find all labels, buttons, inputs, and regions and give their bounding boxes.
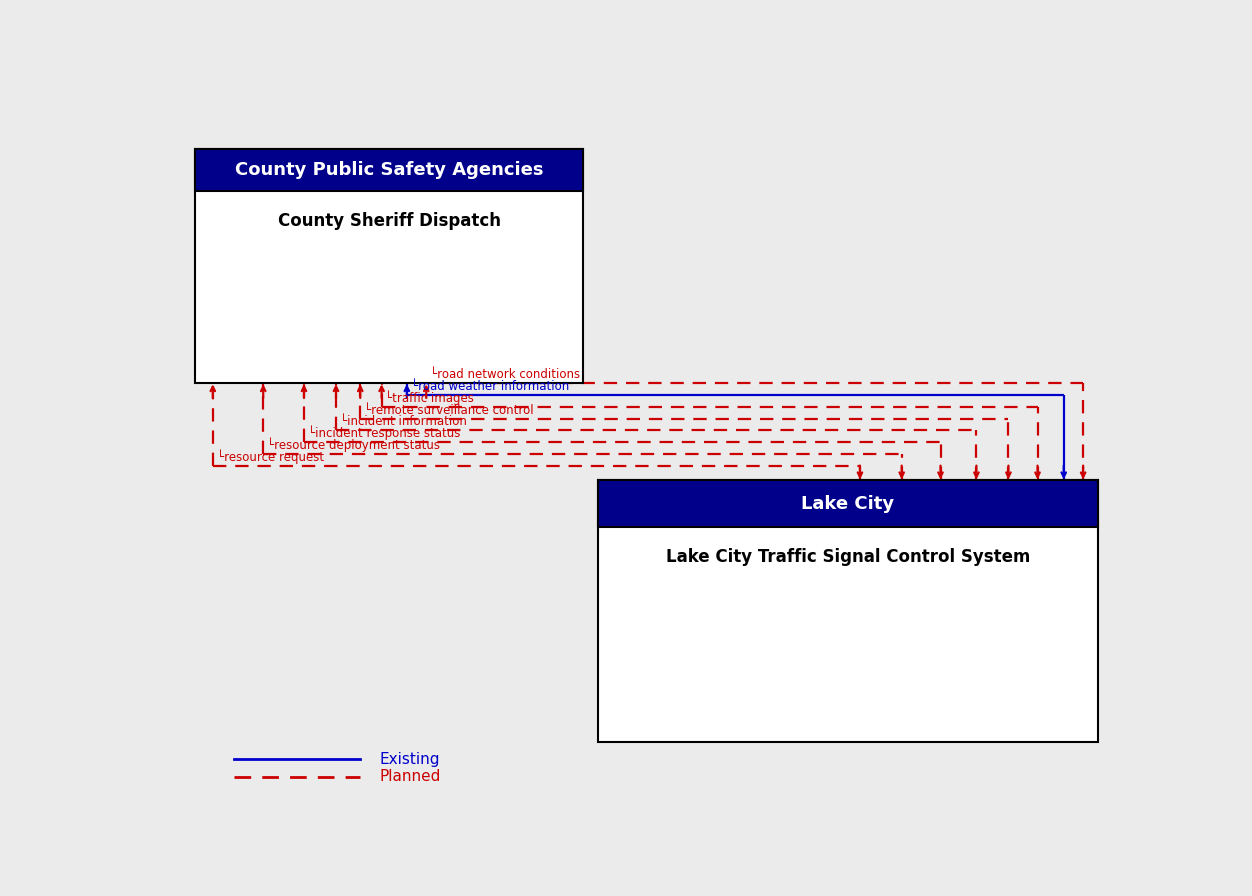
Text: Lake City Traffic Signal Control System: Lake City Traffic Signal Control System bbox=[666, 548, 1030, 566]
Text: └traffic images: └traffic images bbox=[386, 391, 475, 405]
Bar bbox=[195, 149, 583, 191]
Text: County Public Safety Agencies: County Public Safety Agencies bbox=[235, 161, 543, 179]
Text: └incident information: └incident information bbox=[339, 416, 467, 428]
Text: └road network conditions: └road network conditions bbox=[431, 368, 580, 382]
Text: └road weather information: └road weather information bbox=[411, 380, 568, 393]
Text: └resource request: └resource request bbox=[217, 449, 324, 463]
Text: └incident response status: └incident response status bbox=[308, 426, 461, 440]
Text: Existing: Existing bbox=[379, 752, 441, 767]
Text: └remote surveillance control: └remote surveillance control bbox=[364, 403, 533, 417]
Text: County Sheriff Dispatch: County Sheriff Dispatch bbox=[278, 211, 501, 230]
Text: Lake City: Lake City bbox=[801, 495, 894, 513]
Bar bbox=[598, 480, 1098, 527]
Bar bbox=[195, 149, 583, 383]
Text: └resource deployment status: └resource deployment status bbox=[267, 437, 441, 452]
Text: Planned: Planned bbox=[379, 770, 441, 784]
Bar bbox=[598, 480, 1098, 742]
